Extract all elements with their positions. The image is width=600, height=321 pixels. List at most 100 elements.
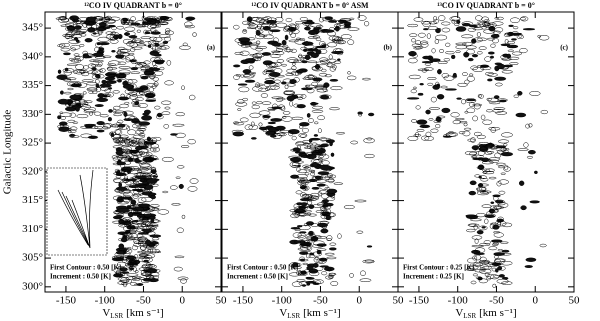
contour-blob (317, 154, 330, 160)
contour-blob (143, 154, 155, 161)
contour-blob (105, 80, 117, 84)
contour-blob (109, 131, 114, 135)
contour-blob (313, 27, 322, 30)
contour-blob (302, 77, 314, 80)
contour-blob (285, 17, 293, 23)
contour-blob (498, 190, 506, 195)
contour-blob (234, 51, 244, 55)
contour-blob (271, 42, 282, 47)
contour-blob (481, 204, 492, 208)
contour-blob (311, 65, 321, 71)
contour-blob (413, 17, 424, 22)
contour-blob (119, 55, 127, 60)
contour-blob (495, 111, 508, 115)
contour-blob (482, 170, 495, 175)
contour-blob (80, 125, 92, 129)
contour-blob (138, 215, 148, 221)
contour-blob (520, 17, 527, 21)
contour-blob (315, 147, 319, 151)
contour-blob (106, 71, 118, 75)
contour-blob (291, 65, 297, 71)
contour-blob (124, 256, 137, 260)
contour-blob (322, 29, 335, 33)
contour-blob (306, 265, 314, 271)
contour-blob (138, 121, 151, 126)
y-tick-label: 335° (22, 79, 43, 91)
contour-blob (133, 238, 143, 244)
contour-blob (138, 203, 151, 208)
contour-blob (488, 25, 496, 32)
contour-blob (256, 101, 263, 105)
contour-blob (496, 278, 509, 284)
contour-blob (423, 67, 434, 71)
contour-blob (417, 92, 424, 96)
contour-blob (309, 252, 315, 256)
contour-blob (312, 161, 318, 168)
contour-blob (408, 74, 421, 80)
contour-blob (147, 94, 156, 97)
contour-blob (320, 174, 333, 178)
contour-blob (468, 190, 477, 196)
contour-blob (186, 17, 194, 22)
contour-blob (312, 175, 324, 181)
contour-blob (300, 94, 307, 99)
contour-blob (470, 155, 478, 158)
contour-blob (476, 166, 485, 170)
contour-blob (84, 38, 93, 43)
contour-blob (428, 118, 434, 121)
contour-blob (296, 166, 301, 173)
contour-blob (159, 45, 170, 50)
contour-blob (486, 151, 495, 154)
contour-blob (119, 48, 131, 53)
contour-blob (296, 104, 306, 109)
contour-blob (463, 122, 468, 127)
x-tick-label: -150 (409, 295, 430, 307)
contour-blob (255, 82, 261, 88)
contour-blob (233, 64, 241, 68)
contour-blob (325, 275, 334, 280)
contour-blob (290, 156, 302, 163)
contour-blob (60, 47, 71, 52)
contour-blob (122, 194, 131, 200)
contour-blob (468, 73, 474, 77)
contour-blob (292, 62, 296, 66)
contour-blob (489, 209, 498, 213)
contour-blob (136, 43, 147, 47)
contour-blob (466, 107, 476, 114)
contour-blob (314, 175, 322, 180)
contour-blob (85, 23, 92, 29)
x-tick-label: -100 (448, 295, 469, 307)
contour-blob (452, 72, 457, 78)
contour-blob (139, 91, 144, 95)
contour-blob (91, 74, 101, 80)
contour-blob (116, 261, 127, 268)
contour-blob (493, 252, 505, 256)
contour-blob (263, 20, 270, 26)
contour-blob (410, 89, 417, 94)
contour-blob (327, 177, 335, 184)
contour-blob (181, 85, 185, 91)
contour-blob (265, 87, 270, 91)
contour-blob (60, 24, 73, 27)
contour-blob (285, 73, 294, 76)
contour-blob (242, 97, 249, 102)
contour-blob (474, 247, 486, 253)
contour-blob (312, 35, 321, 39)
contour-blob (307, 30, 318, 36)
contour-blob (433, 18, 439, 24)
contour-blob (246, 22, 255, 25)
contour-blob (484, 218, 489, 225)
annotation: Increment : 0.50 [K] (227, 273, 288, 281)
contour-blob (123, 225, 132, 232)
contour-blob (491, 21, 504, 26)
contour-blob (157, 209, 170, 215)
x-axis-label: VLSR [km s⁻¹] (102, 307, 163, 320)
contour-blob (148, 264, 156, 268)
x-tick-label: 50 (393, 295, 405, 307)
contour-blob (127, 260, 136, 266)
contour-blob (319, 164, 331, 171)
contour-blob (182, 42, 188, 47)
contour-blob (455, 42, 467, 46)
contour-blob (473, 262, 484, 267)
contour-blob (481, 16, 490, 22)
